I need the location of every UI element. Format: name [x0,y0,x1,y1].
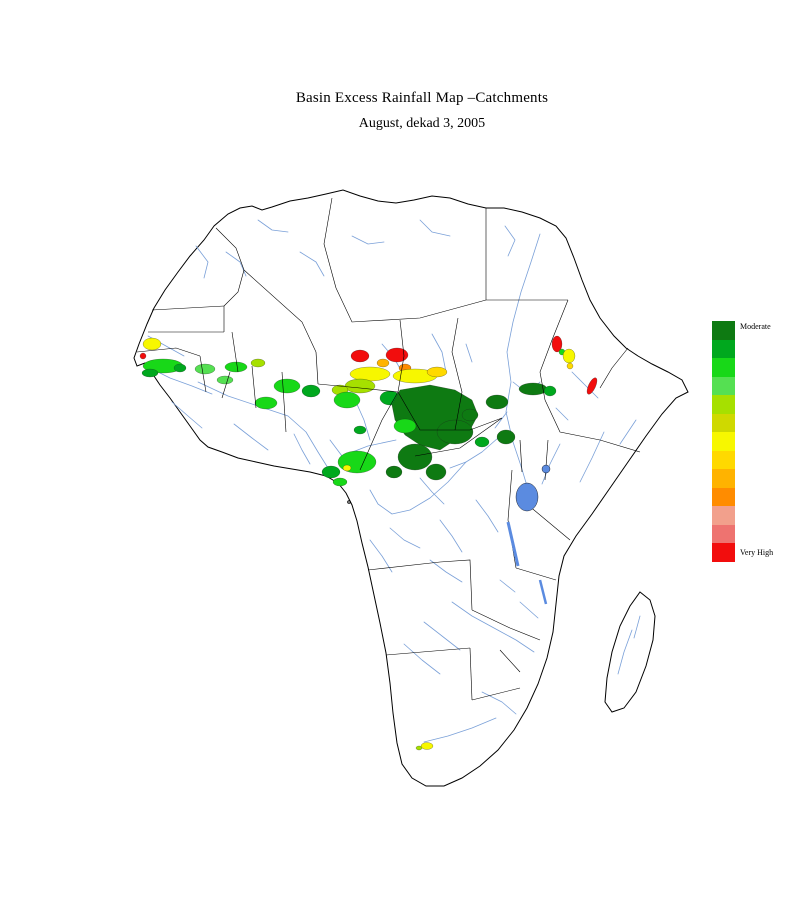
madagascar [604,591,656,713]
legend-swatch [712,339,735,359]
legend-swatch [712,413,735,433]
continent-outline [133,189,689,787]
legend-swatch [712,487,735,507]
catchments-layer [139,335,598,751]
lake-malawi [538,579,548,605]
catchments-chad-basin [331,347,516,451]
legend-swatch [712,450,735,470]
lake-victoria [515,482,539,512]
catchments-west-africa [139,337,321,410]
small-lake [541,464,551,474]
legend-swatch [712,321,735,340]
legend-swatch [712,506,735,525]
map-titles: Basin Excess Rainfall Map –Catchments Au… [0,90,802,132]
map-title: Basin Excess Rainfall Map –Catchments [295,90,549,106]
legend-swatch [712,376,735,396]
island-dot [347,500,351,504]
catchments-central-africa [321,443,447,487]
lakes-layer [506,464,551,605]
africa-continent [133,189,689,787]
legend-label-top: Moderate [740,322,771,331]
legend-swatch [712,543,735,562]
legend-swatch [712,395,735,414]
catchments-south-africa [415,742,434,751]
lake-tanganyika [506,521,520,567]
legend: Moderate Very High [712,321,802,564]
legend-swatch [712,524,735,544]
legend-swatch [712,432,735,451]
country-borders-layer [136,197,641,701]
legend-label-bottom: Very High [740,548,774,557]
catchments-east-africa [518,335,598,397]
legend-swatch [712,469,735,488]
legend-color-bar [712,321,735,562]
legend-swatch [712,358,735,377]
map-subtitle: August, dekad 3, 2005 [358,116,486,131]
